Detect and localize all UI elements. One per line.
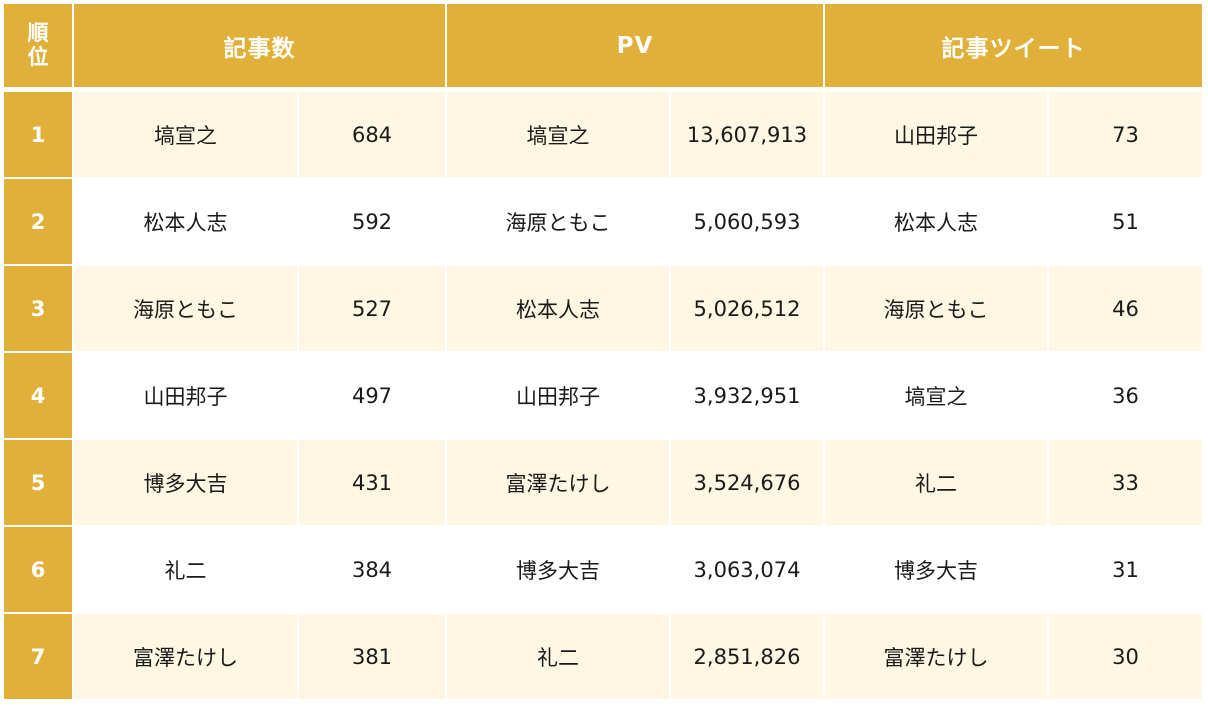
pv-value-cell: 3,063,074 (671, 527, 823, 612)
pv-name-cell: 海原ともこ (447, 179, 669, 264)
tweets-value-cell: 33 (1049, 440, 1202, 525)
articles-value-cell: 592 (299, 179, 445, 264)
table-row: 5 博多大吉 431 富澤たけし 3,524,676 礼二 33 (4, 440, 1202, 525)
tweets-name-cell: 博多大吉 (825, 527, 1047, 612)
table-row: 4 山田邦子 497 山田邦子 3,932,951 塙宣之 36 (4, 353, 1202, 438)
articles-value-cell: 431 (299, 440, 445, 525)
rank-cell: 5 (4, 440, 72, 525)
table-row: 7 富澤たけし 381 礼二 2,851,826 富澤たけし 30 (4, 614, 1202, 699)
rank-cell: 3 (4, 266, 72, 351)
pv-header: PV (447, 4, 823, 87)
tweets-name-cell: 海原ともこ (825, 266, 1047, 351)
tweets-name-cell: 富澤たけし (825, 614, 1047, 699)
rank-cell: 4 (4, 353, 72, 438)
rank-header-line2: 位 (27, 44, 49, 69)
pv-value-cell: 5,026,512 (671, 266, 823, 351)
table-row: 6 礼二 384 博多大吉 3,063,074 博多大吉 31 (4, 527, 1202, 612)
table-header: 順 位 記事数 PV 記事ツイート (4, 4, 1202, 87)
articles-value-cell: 497 (299, 353, 445, 438)
rank-cell: 2 (4, 179, 72, 264)
articles-name-cell: 礼二 (74, 527, 297, 612)
table-row: 3 海原ともこ 527 松本人志 5,026,512 海原ともこ 46 (4, 266, 1202, 351)
articles-value-cell: 381 (299, 614, 445, 699)
ranking-table: 順 位 記事数 PV 記事ツイート 1 塙宣之 684 塙宣之 13,607,9… (4, 4, 1202, 701)
tweets-name-cell: 塙宣之 (825, 353, 1047, 438)
pv-value-cell: 3,524,676 (671, 440, 823, 525)
tweets-value-cell: 51 (1049, 179, 1202, 264)
tweets-value-cell: 36 (1049, 353, 1202, 438)
article-tweet-header: 記事ツイート (825, 4, 1202, 87)
articles-value-cell: 684 (299, 92, 445, 177)
pv-name-cell: 山田邦子 (447, 353, 669, 438)
rank-header: 順 位 (4, 4, 72, 87)
pv-value-cell: 13,607,913 (671, 92, 823, 177)
tweets-value-cell: 73 (1049, 92, 1202, 177)
articles-name-cell: 松本人志 (74, 179, 297, 264)
pv-value-cell: 2,851,826 (671, 614, 823, 699)
articles-name-cell: 塙宣之 (74, 92, 297, 177)
pv-value-cell: 3,932,951 (671, 353, 823, 438)
tweets-name-cell: 山田邦子 (825, 92, 1047, 177)
articles-name-cell: 海原ともこ (74, 266, 297, 351)
rank-header-line1: 順 (27, 21, 49, 46)
pv-name-cell: 富澤たけし (447, 440, 669, 525)
pv-name-cell: 塙宣之 (447, 92, 669, 177)
table-row: 1 塙宣之 684 塙宣之 13,607,913 山田邦子 73 (4, 92, 1202, 177)
articles-name-cell: 山田邦子 (74, 353, 297, 438)
tweets-value-cell: 31 (1049, 527, 1202, 612)
tweets-value-cell: 30 (1049, 614, 1202, 699)
pv-name-cell: 博多大吉 (447, 527, 669, 612)
tweets-value-cell: 46 (1049, 266, 1202, 351)
tweets-name-cell: 松本人志 (825, 179, 1047, 264)
articles-name-cell: 富澤たけし (74, 614, 297, 699)
article-count-header: 記事数 (74, 4, 445, 87)
articles-name-cell: 博多大吉 (74, 440, 297, 525)
articles-value-cell: 384 (299, 527, 445, 612)
pv-name-cell: 礼二 (447, 614, 669, 699)
table-row: 2 松本人志 592 海原ともこ 5,060,593 松本人志 51 (4, 179, 1202, 264)
rank-cell: 1 (4, 92, 72, 177)
pv-value-cell: 5,060,593 (671, 179, 823, 264)
pv-name-cell: 松本人志 (447, 266, 669, 351)
rank-cell: 6 (4, 527, 72, 612)
tweets-name-cell: 礼二 (825, 440, 1047, 525)
rank-cell: 7 (4, 614, 72, 699)
articles-value-cell: 527 (299, 266, 445, 351)
